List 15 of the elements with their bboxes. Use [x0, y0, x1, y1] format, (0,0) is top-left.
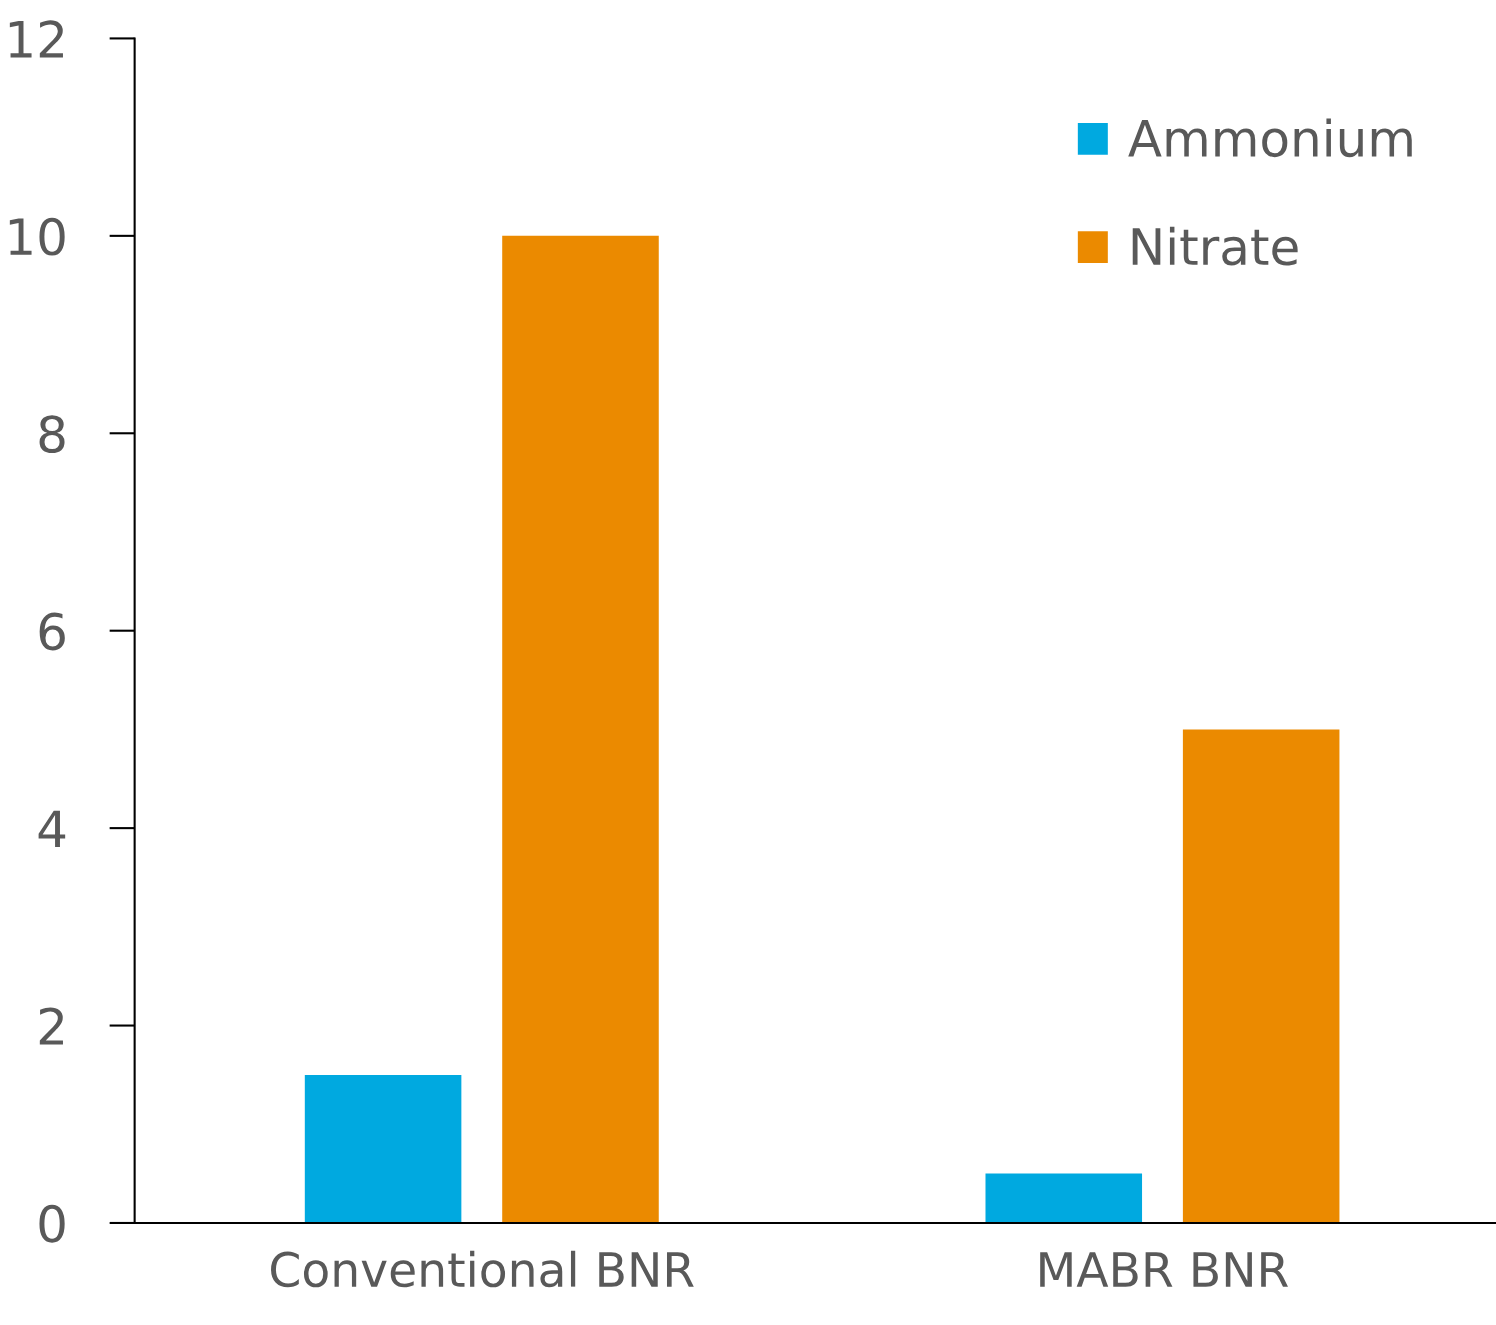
y-tick-label: 6	[39, 612, 65, 651]
legend-label: Ammonium	[1128, 118, 1412, 158]
y-tick-label: 2	[39, 1007, 63, 1045]
y-tick-label: 12	[9, 20, 63, 58]
bar	[304, 1074, 462, 1223]
y-tick-label: 4	[38, 810, 66, 848]
bar	[1182, 729, 1340, 1223]
y-tick-label: 8	[39, 415, 65, 453]
y-tick-label: 10	[9, 217, 65, 256]
bar	[985, 1173, 1143, 1223]
x-tick-label: MABR BNR	[1040, 1252, 1288, 1287]
x-tick-label: Conventional BNR	[271, 1250, 694, 1288]
bar	[502, 235, 659, 1223]
y-tick-label: 0	[39, 1204, 65, 1243]
legend-label: Nitrate	[1132, 226, 1298, 266]
